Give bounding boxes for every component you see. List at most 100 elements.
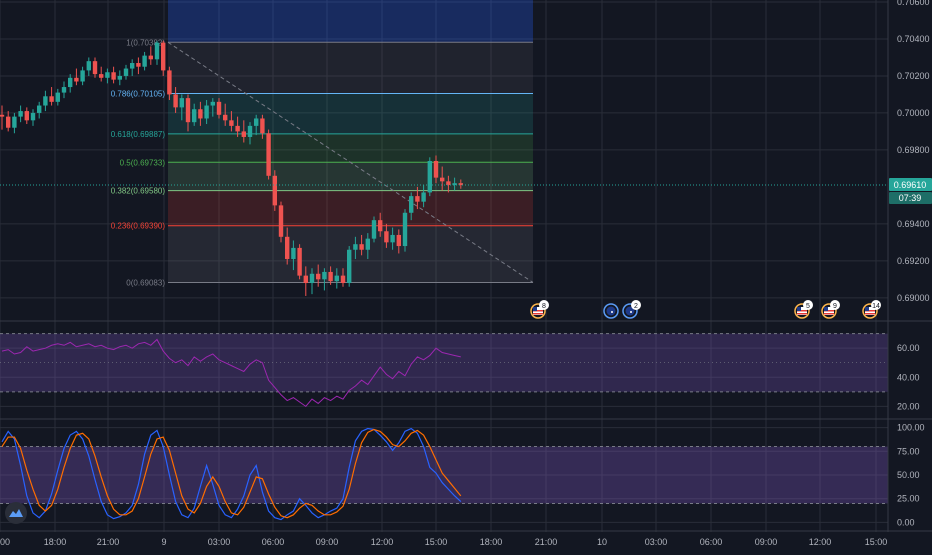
economic-events[interactable]: 8 2 5 9 14: [530, 300, 881, 319]
candle-body[interactable]: [365, 238, 370, 250]
candle-body[interactable]: [80, 70, 85, 82]
candle-body[interactable]: [37, 105, 42, 113]
candle-body[interactable]: [260, 118, 265, 134]
countdown-tag: [889, 192, 932, 205]
candle-body[interactable]: [210, 101, 215, 106]
candle-body[interactable]: [148, 55, 153, 60]
candle-body[interactable]: [61, 87, 67, 93]
event-count-badge: [631, 300, 641, 310]
candle-body[interactable]: [409, 196, 414, 213]
candle-body[interactable]: [216, 101, 222, 115]
candle-body[interactable]: [340, 275, 346, 284]
candle-body[interactable]: [291, 247, 296, 259]
candle-body[interactable]: [179, 98, 184, 108]
candle-body[interactable]: [123, 68, 129, 76]
candle-body[interactable]: [303, 275, 308, 284]
candle-body[interactable]: [86, 61, 91, 71]
candle-body[interactable]: [173, 94, 178, 108]
stoch-k-line[interactable]: [1, 427, 462, 521]
candle-body[interactable]: [247, 125, 253, 137]
candle-body[interactable]: [378, 220, 383, 232]
candle-body[interactable]: [74, 77, 79, 82]
candle-body[interactable]: [43, 96, 48, 106]
candle-body[interactable]: [142, 55, 147, 67]
candle-body[interactable]: [0, 114, 5, 117]
candle-body[interactable]: [30, 112, 36, 121]
candle-body[interactable]: [272, 175, 277, 206]
candle-body[interactable]: [359, 244, 364, 250]
candle-body[interactable]: [241, 131, 246, 137]
stochastic-pane[interactable]: [0, 427, 888, 521]
candle-body[interactable]: [316, 273, 321, 280]
candle-body[interactable]: [105, 72, 110, 78]
candle-body[interactable]: [55, 92, 60, 102]
candle-body[interactable]: [192, 109, 197, 123]
candle-body[interactable]: [204, 105, 209, 119]
candle-body[interactable]: [117, 75, 122, 80]
fibonacci-retracement[interactable]: 1(0.70382) 0.786(0.70105) 0.618(0.69887) 0.…: [111, 0, 534, 287]
rsi-pane[interactable]: [0, 333, 888, 408]
candle-body[interactable]: [328, 271, 333, 282]
logo-circle: [5, 502, 27, 524]
pane-separators[interactable]: [0, 0, 932, 532]
candle-body[interactable]: [235, 125, 240, 132]
candle-body[interactable]: [49, 96, 54, 102]
candle-body[interactable]: [6, 116, 11, 128]
candle-body[interactable]: [24, 111, 29, 121]
candle-body[interactable]: [334, 275, 339, 282]
candle-body[interactable]: [384, 231, 389, 243]
candle-body[interactable]: [154, 42, 160, 60]
candle-body[interactable]: [353, 244, 358, 250]
candle-body[interactable]: [92, 61, 98, 75]
candle-body[interactable]: [452, 183, 457, 186]
candle-body[interactable]: [136, 63, 141, 67]
candle-body[interactable]: [371, 220, 377, 239]
candle-body[interactable]: [390, 234, 395, 243]
candle-body[interactable]: [440, 177, 445, 182]
candle-body[interactable]: [130, 63, 135, 69]
candle-body[interactable]: [278, 205, 284, 237]
candle-body[interactable]: [402, 212, 408, 247]
candle-body[interactable]: [198, 109, 203, 119]
candle-body[interactable]: [427, 161, 432, 193]
candle-body[interactable]: [18, 111, 23, 117]
time-tick-label: 15:00: [425, 537, 448, 547]
candle-body[interactable]: [167, 70, 172, 95]
candle-body[interactable]: [347, 249, 352, 284]
fib-level-label: 0.236(0.69390): [111, 222, 166, 231]
candle-body[interactable]: [446, 181, 451, 186]
us-flag-stripe: [797, 313, 807, 315]
candle-body[interactable]: [322, 271, 327, 280]
candle-body[interactable]: [229, 120, 234, 126]
candle-body[interactable]: [433, 161, 439, 178]
candlestick-series[interactable]: [0, 40, 888, 296]
candle-body[interactable]: [185, 98, 191, 123]
candle-body[interactable]: [415, 196, 420, 202]
candle-body[interactable]: [254, 118, 259, 126]
fib-zone: [168, 190, 533, 226]
candle-body[interactable]: [458, 183, 463, 186]
candle-body[interactable]: [285, 236, 290, 259]
fib-level-label: 0(0.69083): [126, 278, 165, 287]
price-axis[interactable]: 0.70600 0.70400 0.70200 0.70000 0.69800 0.694…: [889, 0, 932, 527]
candle-body[interactable]: [223, 114, 228, 121]
current-price-tag[interactable]: [889, 178, 932, 192]
candle-body[interactable]: [309, 273, 315, 284]
candle-body[interactable]: [68, 77, 73, 88]
candle-body[interactable]: [266, 133, 271, 176]
candle-body[interactable]: [99, 74, 104, 78]
candle-body[interactable]: [161, 42, 166, 71]
candle-body[interactable]: [396, 234, 401, 247]
candle-body[interactable]: [111, 72, 116, 80]
tradingview-logo[interactable]: [5, 502, 27, 524]
rsi-line[interactable]: [1, 338, 461, 408]
candle-body[interactable]: [297, 247, 302, 276]
stoch-d-line[interactable]: [1, 428, 462, 519]
candle-body[interactable]: [12, 116, 17, 128]
time-axis[interactable]: 00 18:00 21:00 9 03:00 06:00 09:00 12:00 15:00 18…: [0, 537, 887, 547]
fib-trend-line[interactable]: [167, 41, 534, 283]
candle-body[interactable]: [421, 192, 426, 202]
us-flag-stripe: [824, 310, 834, 312]
